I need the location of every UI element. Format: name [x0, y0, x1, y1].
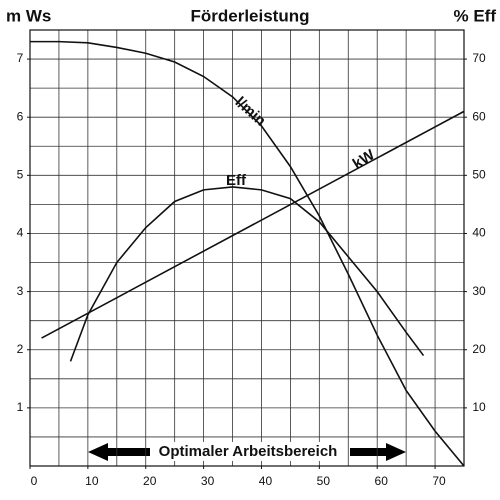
range-arrow	[88, 443, 406, 461]
x-tick-label: 70	[432, 474, 446, 488]
plot-frame	[29, 29, 465, 467]
x-tick-label: 20	[143, 474, 157, 488]
x-tick-label: 30	[201, 474, 215, 488]
y2-tick-label: 70	[472, 51, 486, 65]
y-tick-label: 5	[17, 168, 24, 182]
series-line	[69, 186, 425, 362]
x-tick-label: 10	[85, 474, 99, 488]
y2-tick-label: 50	[472, 168, 486, 182]
y-tick-label: 1	[17, 400, 24, 414]
series-label: kW	[350, 146, 379, 173]
y-axis-label: m Ws	[6, 6, 51, 25]
series-label: Eff	[226, 172, 247, 189]
y-tick-label: 6	[17, 109, 24, 123]
y2-tick-label: 20	[472, 342, 486, 356]
annotation-bg	[154, 441, 342, 461]
y2-tick-label: 10	[472, 400, 486, 414]
series-line	[41, 110, 465, 339]
x-tick-label: 50	[317, 474, 331, 488]
y-tick-label: 2	[17, 342, 24, 356]
x-tick-label: 60	[375, 474, 389, 488]
y2-tick-label: 60	[472, 109, 486, 123]
annotation: Optimaler Arbeitsbereich	[159, 443, 338, 460]
y-tick-label: 4	[17, 226, 24, 240]
y2-tick-label: 40	[472, 226, 486, 240]
y-tick-label: 7	[17, 51, 24, 65]
y-tick-label: 3	[17, 284, 24, 298]
chart-title: Förderleistung	[190, 6, 309, 25]
series-line	[30, 40, 465, 467]
series-label: l/min	[232, 94, 269, 130]
x-tick-label: 40	[259, 474, 273, 488]
x-tick-label: 0	[31, 474, 38, 488]
y2-axis-label: % Eff	[454, 6, 497, 25]
y2-tick-label: 30	[472, 284, 486, 298]
